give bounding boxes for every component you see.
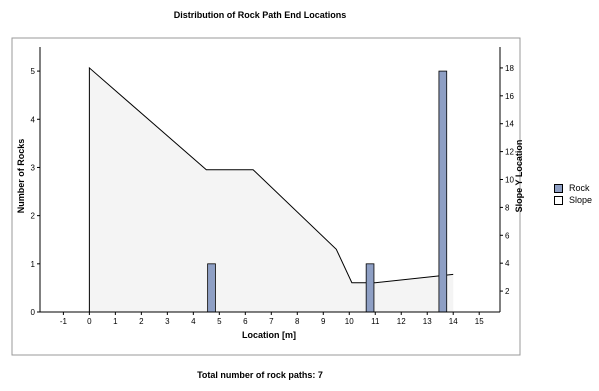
x-tick-label: 13 xyxy=(423,317,432,326)
y-tick-label: 2 xyxy=(31,212,36,221)
y-tick-label: 3 xyxy=(31,163,36,172)
y-tick-label: 4 xyxy=(31,115,36,124)
x-tick-label: 3 xyxy=(165,317,170,326)
x-tick-label: 7 xyxy=(269,317,274,326)
x-tick-label: 6 xyxy=(243,317,248,326)
y2-tick-label: 8 xyxy=(505,203,510,212)
legend-label-slope: Slope xyxy=(569,195,593,205)
rock-bar xyxy=(365,263,375,313)
x-tick-label: 4 xyxy=(191,317,196,326)
y2-tick-label: 18 xyxy=(505,64,514,73)
x-tick-label: 5 xyxy=(217,317,222,326)
y2-tick-label: 10 xyxy=(505,176,514,185)
total-rock-paths-note: Total number of rock paths: 7 xyxy=(197,370,323,380)
legend-swatch-slope xyxy=(554,195,563,205)
x-tick-label: 0 xyxy=(87,317,92,326)
y-axis-title: Number of Rocks xyxy=(16,139,26,214)
x-tick-label: 12 xyxy=(397,317,406,326)
y-tick-label: 1 xyxy=(31,260,36,269)
x-tick-label: 15 xyxy=(475,317,484,326)
rock-bar xyxy=(438,70,448,313)
x-tick-label: 14 xyxy=(449,317,458,326)
y-tick-label: 5 xyxy=(31,67,36,76)
y-tick-label: 0 xyxy=(31,308,36,317)
y2-tick-label: 4 xyxy=(505,259,510,268)
legend-label-rock: Rock xyxy=(569,183,590,193)
legend-item-slope: Slope xyxy=(554,194,592,206)
y2-tick-label: 12 xyxy=(505,148,514,157)
slope-area xyxy=(89,67,454,312)
x-tick-label: 8 xyxy=(295,317,300,326)
y2-tick-label: 2 xyxy=(505,287,510,296)
x-tick-label: 1 xyxy=(113,317,118,326)
y2-tick-label: 14 xyxy=(505,120,514,129)
x-tick-label: 11 xyxy=(371,317,380,326)
x-tick-label: 10 xyxy=(345,317,354,326)
chart-title: Distribution of Rock Path End Locations xyxy=(173,10,347,20)
rock-bar xyxy=(207,263,216,313)
x-tick-label: 9 xyxy=(321,317,326,326)
y2-tick-label: 16 xyxy=(505,92,514,101)
legend-item-rock: Rock xyxy=(554,182,592,194)
x-tick-label: 2 xyxy=(139,317,144,326)
x-axis-title: Location [m] xyxy=(242,330,296,340)
legend-swatch-rock xyxy=(554,183,563,193)
legend: Rock Slope xyxy=(554,182,592,206)
y2-axis-title: Slope Y Location xyxy=(514,140,524,213)
x-tick-label: -1 xyxy=(60,317,68,326)
y2-tick-label: 6 xyxy=(505,231,510,240)
